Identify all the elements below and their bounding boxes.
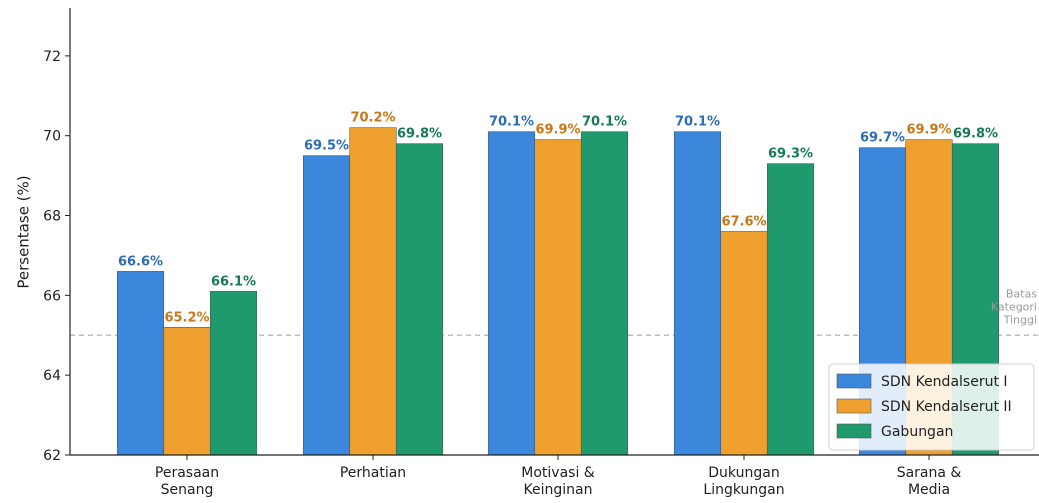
bar-2-1 bbox=[163, 326, 211, 456]
bar-3-4 bbox=[766, 163, 815, 456]
legend bbox=[828, 363, 1035, 451]
bar-3-2 bbox=[395, 143, 444, 456]
y-tick-label: 68 bbox=[43, 209, 61, 225]
bar-2-3 bbox=[534, 139, 582, 456]
value-label: 69.8% bbox=[953, 127, 998, 142]
x-tick-label: Motivasi & bbox=[521, 465, 595, 481]
x-tick-label: Sarana & bbox=[897, 465, 962, 481]
value-label: 69.9% bbox=[535, 123, 580, 138]
reference-line-label: Batas bbox=[1006, 287, 1037, 300]
value-label: 70.1% bbox=[489, 115, 534, 130]
x-tick-label: Senang bbox=[161, 482, 214, 498]
y-tick-label: 64 bbox=[43, 368, 61, 384]
bar-1-3 bbox=[487, 131, 536, 456]
y-axis-title: Persentase (%) bbox=[15, 175, 33, 288]
value-label: 70.2% bbox=[350, 111, 395, 126]
legend-swatch bbox=[836, 373, 872, 389]
value-label: 66.1% bbox=[211, 274, 256, 289]
value-label: 69.5% bbox=[304, 139, 349, 154]
reference-line-label: Kategori bbox=[991, 300, 1037, 313]
x-tick-label: Keinginan bbox=[524, 482, 593, 498]
reference-line-label: Tinggi bbox=[1003, 313, 1037, 326]
value-label: 67.6% bbox=[721, 214, 766, 229]
value-label: 69.8% bbox=[397, 127, 442, 142]
legend-swatch bbox=[836, 423, 872, 439]
y-tick-label: 66 bbox=[43, 288, 61, 304]
bar-2-2 bbox=[349, 127, 397, 456]
x-tick-label: Perasaan bbox=[155, 465, 219, 481]
legend-entry: SDN Kendalserut I bbox=[881, 374, 1008, 390]
y-tick-label: 70 bbox=[43, 129, 61, 145]
value-label: 66.6% bbox=[118, 254, 163, 269]
bar-3-1 bbox=[209, 291, 258, 456]
x-tick-label: Lingkungan bbox=[703, 482, 784, 498]
legend-entry: Gabungan bbox=[881, 424, 953, 440]
bar-1-4 bbox=[673, 131, 722, 456]
legend-swatch bbox=[836, 398, 872, 414]
x-tick-label: Media bbox=[908, 482, 950, 498]
value-label: 69.3% bbox=[768, 147, 813, 162]
y-tick-label: 62 bbox=[43, 448, 61, 464]
value-label: 70.1% bbox=[582, 115, 627, 130]
x-tick-label: Dukungan bbox=[708, 465, 779, 481]
bar-3-3 bbox=[580, 131, 629, 456]
x-tick-label: Perhatian bbox=[340, 465, 406, 481]
value-label: 69.9% bbox=[906, 123, 951, 138]
value-label: 65.2% bbox=[164, 310, 209, 325]
bar-2-4 bbox=[720, 231, 768, 456]
legend-entry: SDN Kendalserut II bbox=[881, 399, 1012, 415]
y-tick-label: 72 bbox=[43, 49, 61, 65]
bar-1-1 bbox=[116, 271, 165, 456]
bar-1-2 bbox=[302, 155, 351, 456]
value-label: 70.1% bbox=[675, 115, 720, 130]
value-label: 69.7% bbox=[860, 131, 905, 146]
